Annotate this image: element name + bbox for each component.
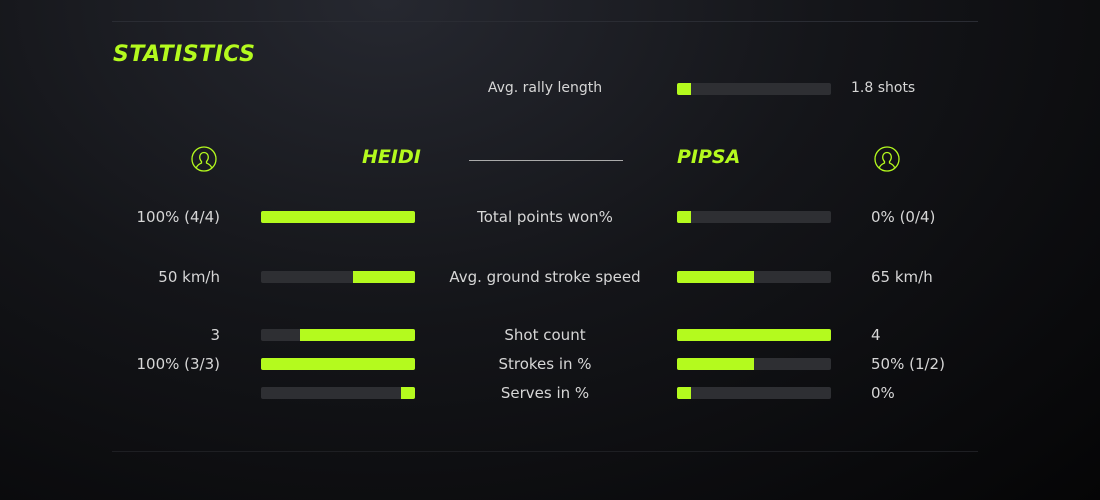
stat-label: Shot count	[504, 326, 586, 344]
stat-row: 3 Shot count 4	[0, 326, 1100, 346]
left-bar-fill	[299, 329, 415, 341]
left-bar-fill	[353, 271, 415, 283]
right-bar-fill	[677, 358, 754, 370]
user-circle-icon	[191, 146, 217, 172]
stat-label: Serves in %	[500, 384, 590, 402]
stat-label: Avg. rally length	[487, 80, 603, 96]
player-left-name: HEIDI	[362, 146, 421, 168]
vs-divider	[469, 160, 623, 161]
stat-row: 100% (4/4) Total points won% 0% (0/4)	[0, 208, 1100, 228]
left-value: 50 km/h	[158, 268, 220, 286]
left-bar	[261, 358, 415, 370]
right-bar	[677, 329, 831, 341]
right-bar	[677, 387, 831, 399]
stat-row: Serves in % 0%	[0, 384, 1100, 404]
player-right-name: PIPSA	[677, 146, 741, 168]
right-value: 0% (0/4)	[871, 208, 936, 226]
rally-bar	[677, 83, 831, 95]
stat-label: Strokes in %	[498, 355, 592, 373]
rally-value: 1.8 shots	[851, 80, 916, 96]
right-value: 0%	[871, 384, 895, 402]
left-bar	[261, 329, 415, 341]
left-value: 100% (4/4)	[136, 208, 221, 226]
right-value: 50% (1/2)	[871, 355, 945, 373]
left-bar	[261, 387, 415, 399]
right-bar	[677, 358, 831, 370]
stat-label: Avg. ground stroke speed	[449, 268, 641, 286]
left-bar	[261, 271, 415, 283]
stat-label: Total points won%	[477, 208, 613, 226]
left-bar	[261, 211, 415, 223]
bottom-divider	[112, 451, 978, 452]
right-bar-fill	[677, 387, 691, 399]
left-bar-fill	[261, 358, 415, 370]
left-value: 3	[210, 326, 220, 344]
right-bar	[677, 211, 831, 223]
right-bar-fill	[677, 329, 831, 341]
right-bar	[677, 271, 831, 283]
rally-bar-fill	[677, 83, 691, 95]
stat-row: 50 km/h Avg. ground stroke speed 65 km/h	[0, 268, 1100, 288]
right-value: 4	[871, 326, 881, 344]
left-value: 100% (3/3)	[136, 355, 221, 373]
top-divider	[112, 21, 978, 22]
left-bar-fill	[261, 211, 415, 223]
right-value: 65 km/h	[871, 268, 933, 286]
left-bar-fill	[401, 387, 415, 399]
right-bar-fill	[677, 211, 691, 223]
page-title: STATISTICS	[113, 42, 256, 67]
stat-row-rally: Avg. rally length 1.8 shots	[0, 80, 1100, 100]
user-circle-icon	[874, 146, 900, 172]
right-bar-fill	[677, 271, 754, 283]
stat-row: 100% (3/3) Strokes in % 50% (1/2)	[0, 355, 1100, 375]
